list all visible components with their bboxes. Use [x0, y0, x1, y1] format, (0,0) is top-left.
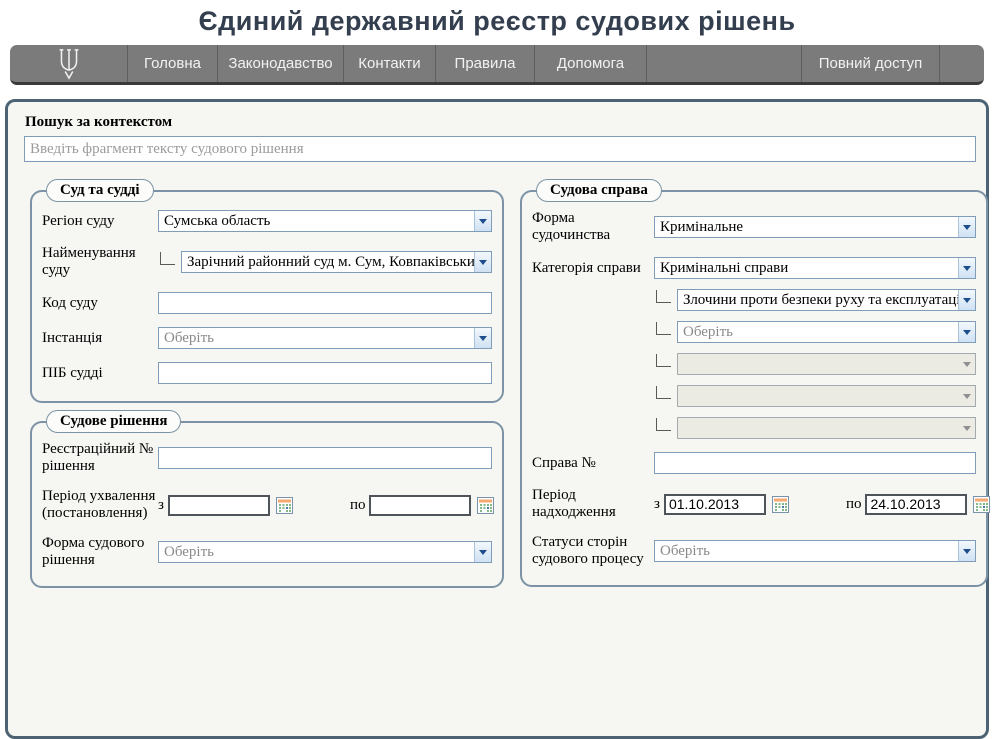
party-status-select-arrow-icon[interactable]	[958, 541, 975, 561]
adoption-from-label: з	[158, 496, 164, 513]
tree-connector-icon	[160, 251, 175, 265]
fieldset-case-legend: Судова справа	[536, 179, 662, 202]
subcategory-select-1[interactable]: Злочини проти безпеки руху та експлуатац…	[677, 289, 976, 311]
nav-item-home[interactable]: Головна	[128, 45, 218, 82]
reg-number-label: Реєстраційний № рішення	[42, 441, 154, 474]
court-code-label: Код суду	[42, 294, 98, 311]
instance-label: Інстанція	[42, 329, 103, 346]
context-search-label: Пошук за контекстом	[25, 114, 173, 130]
party-status-select[interactable]: Оберіть	[654, 540, 976, 562]
instance-select-arrow-icon[interactable]	[474, 328, 491, 348]
fieldset-court-legend: Суд та судді	[46, 179, 154, 202]
decision-form-label: Форма судового рішення	[42, 535, 145, 568]
court-code-input[interactable]	[158, 292, 492, 314]
proceeding-form-select-arrow-icon[interactable]	[958, 217, 975, 237]
nav-endcap	[940, 45, 984, 82]
proceeding-form-select-value: Кримінальне	[660, 218, 744, 235]
nav-item-full-access[interactable]: Повний доступ	[802, 45, 940, 82]
party-status-label: Статуси сторін судового процесу	[532, 534, 644, 567]
main-navbar: Головна Законодавство Контакти Правила Д…	[10, 45, 984, 85]
nav-item-legislation[interactable]: Законодавство	[218, 45, 344, 82]
decision-form-select-value: Оберіть	[164, 543, 214, 560]
case-number-label: Справа №	[532, 454, 596, 471]
calendar-icon	[771, 495, 789, 513]
reg-number-input[interactable]	[158, 447, 492, 469]
nav-emblem	[10, 45, 128, 82]
calendar-icon	[973, 495, 991, 513]
page-title: Єдиний державний реєстр судових рішень	[198, 6, 796, 36]
calendar-icon	[477, 496, 495, 514]
instance-select[interactable]: Оберіть	[158, 327, 492, 349]
proceeding-form-label: Форма судочинства	[532, 210, 611, 243]
fieldset-court-decision: Судове рішення Реєстраційний № рішення П…	[30, 410, 504, 588]
decision-form-select[interactable]: Оберіть	[158, 541, 492, 563]
decision-form-select-arrow-icon[interactable]	[474, 542, 491, 562]
adoption-to-date-input[interactable]	[369, 494, 472, 516]
court-name-label: Найменування суду	[42, 245, 136, 278]
receipt-from-label: з	[654, 495, 660, 512]
fieldset-decision-legend: Судове рішення	[46, 410, 182, 433]
subcategory-select-2-arrow-icon[interactable]	[958, 322, 975, 342]
subcategory-select-2-value: Оберіть	[683, 323, 733, 340]
fieldset-court-case: Судова справа Форма судочинства Кримінал…	[520, 179, 991, 587]
subcategory-select-2[interactable]: Оберіть	[677, 321, 976, 343]
instance-select-value: Оберіть	[164, 329, 214, 346]
judge-name-input[interactable]	[158, 362, 492, 384]
search-form-panel: Пошук за контекстом Суд та судді Регіон …	[5, 99, 991, 739]
adoption-to-label: по	[349, 496, 366, 513]
calendar-icon	[275, 496, 293, 514]
subcategory-select-4	[677, 385, 976, 407]
receipt-to-label: по	[845, 495, 862, 512]
category-select[interactable]: Кримінальні справи	[654, 257, 976, 279]
nav-item-rules[interactable]: Правила	[436, 45, 535, 82]
tree-connector-icon	[656, 289, 671, 303]
adoption-to-calendar-button[interactable]	[476, 496, 495, 515]
context-search-input[interactable]	[24, 136, 976, 162]
receipt-from-calendar-button[interactable]	[771, 495, 790, 514]
nav-item-contacts[interactable]: Контакти	[344, 45, 436, 82]
category-select-value: Кримінальні справи	[660, 259, 789, 276]
subcategory-select-3-arrow-icon	[958, 354, 975, 374]
tree-connector-icon	[656, 321, 671, 335]
court-name-select[interactable]: Зарічний районний суд м. Сум, Ковпаківсь…	[181, 251, 492, 273]
receipt-period-label: Період надходження	[532, 487, 616, 520]
tree-connector-icon	[656, 385, 671, 399]
tree-connector-icon	[656, 417, 671, 431]
region-select-arrow-icon[interactable]	[474, 211, 491, 231]
nav-spacer	[647, 45, 802, 82]
party-status-select-value: Оберіть	[660, 542, 710, 559]
subcategory-select-5	[677, 417, 976, 439]
case-number-input[interactable]	[654, 452, 976, 474]
nav-item-help[interactable]: Допомога	[535, 45, 647, 82]
adoption-period-label: Період ухвалення (постановлення)	[42, 488, 156, 521]
adoption-from-calendar-button[interactable]	[275, 496, 294, 515]
judge-name-label: ПІБ судді	[42, 364, 103, 381]
region-select-value: Сумська область	[164, 212, 271, 229]
subcategory-select-3	[677, 353, 976, 375]
subcategory-select-1-value: Злочини проти безпеки руху та експлуатац…	[683, 291, 958, 308]
subcategory-select-5-arrow-icon	[958, 418, 975, 438]
subcategory-select-1-arrow-icon[interactable]	[958, 290, 975, 310]
subcategory-select-4-arrow-icon	[958, 386, 975, 406]
adoption-from-date-input[interactable]	[167, 494, 270, 516]
proceeding-form-select[interactable]: Кримінальне	[654, 216, 976, 238]
court-name-select-arrow-icon[interactable]	[474, 252, 491, 272]
region-label: Регіон суду	[42, 212, 115, 229]
court-name-select-value: Зарічний районний суд м. Сум, Ковпаківсь…	[187, 253, 474, 270]
ukraine-trident-icon	[59, 48, 78, 80]
receipt-from-date-input[interactable]	[663, 493, 766, 515]
category-select-arrow-icon[interactable]	[958, 258, 975, 278]
region-select[interactable]: Сумська область	[158, 210, 492, 232]
tree-connector-icon	[656, 353, 671, 367]
receipt-to-calendar-button[interactable]	[972, 495, 991, 514]
fieldset-court-and-judges: Суд та судді Регіон суду Сумська область…	[30, 179, 504, 403]
category-label: Категорія справи	[532, 259, 641, 276]
receipt-to-date-input[interactable]	[865, 493, 968, 515]
